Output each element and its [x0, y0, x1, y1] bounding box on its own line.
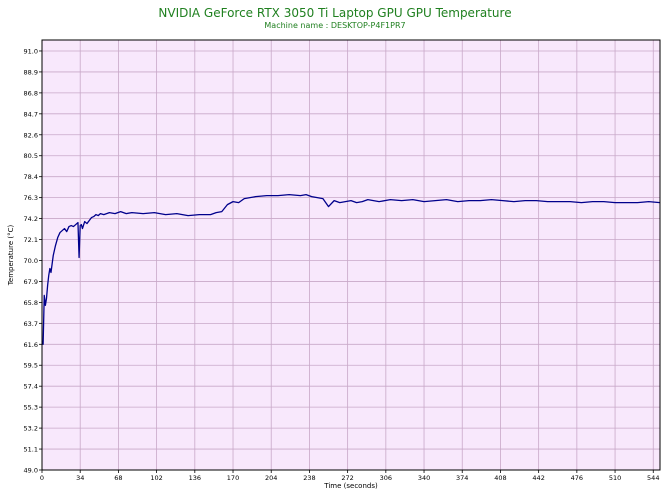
y-tick-label: 76.3 [24, 194, 38, 202]
y-tick-label: 59.5 [24, 362, 38, 370]
y-tick-label: 63.7 [24, 320, 38, 328]
x-tick-label: 374 [456, 474, 468, 482]
y-axis-label: Temperature (°C) [7, 225, 15, 287]
y-tick-label: 78.4 [24, 173, 38, 181]
x-tick-label: 408 [494, 474, 506, 482]
x-tick-label: 170 [227, 474, 239, 482]
y-axis-ticks: 49.0 51.1 53.2 55.3 57.4 59.5 61.6 63.7 65.8 67.9… [24, 47, 42, 475]
y-tick-label: 80.5 [24, 152, 38, 160]
y-tick-label: 61.6 [24, 341, 38, 349]
y-tick-label: 53.2 [24, 425, 38, 433]
y-tick-label: 49.0 [24, 467, 38, 475]
y-tick-label: 86.8 [24, 89, 38, 97]
plot-frame [41, 39, 661, 471]
grid-lines [41, 40, 660, 471]
x-tick-label: 68 [114, 474, 122, 482]
y-tick-label: 82.6 [24, 131, 38, 139]
x-tick-label: 238 [303, 474, 315, 482]
y-tick-label: 74.2 [24, 215, 38, 223]
x-tick-label: 34 [76, 474, 84, 482]
y-tick-label: 88.9 [24, 68, 38, 76]
y-tick-label: 91.0 [24, 47, 38, 55]
x-tick-label: 544 [647, 474, 659, 482]
x-tick-label: 476 [571, 474, 583, 482]
y-tick-label: 70.0 [24, 257, 38, 265]
x-axis-ticks: 0 34 68 102 136 170 204 238 272 306 340 374 408 442 47… [40, 470, 659, 482]
x-axis-label: Time (seconds) [323, 482, 378, 490]
x-tick-label: 204 [265, 474, 277, 482]
y-tick-label: 65.8 [24, 299, 38, 307]
x-tick-label: 442 [532, 474, 544, 482]
x-tick-label: 510 [609, 474, 621, 482]
y-tick-label: 55.3 [24, 404, 38, 412]
y-tick-label: 84.7 [24, 110, 38, 118]
plot-area [42, 40, 660, 470]
chart-subtitle: Machine name : DESKTOP-P4F1PR7 [264, 21, 406, 30]
x-tick-label: 0 [40, 474, 44, 482]
chart-title: NVIDIA GeForce RTX 3050 Ti Laptop GPU GP… [158, 6, 512, 20]
y-tick-label: 67.9 [24, 278, 38, 286]
x-tick-label: 306 [380, 474, 392, 482]
y-tick-label: 72.1 [24, 236, 38, 244]
x-tick-label: 136 [189, 474, 201, 482]
x-tick-label: 340 [418, 474, 430, 482]
y-tick-label: 51.1 [24, 446, 38, 454]
temperature-series-line [41, 193, 661, 345]
y-tick-label: 57.4 [24, 383, 38, 391]
x-tick-label: 102 [150, 474, 162, 482]
x-tick-label: 272 [341, 474, 353, 482]
